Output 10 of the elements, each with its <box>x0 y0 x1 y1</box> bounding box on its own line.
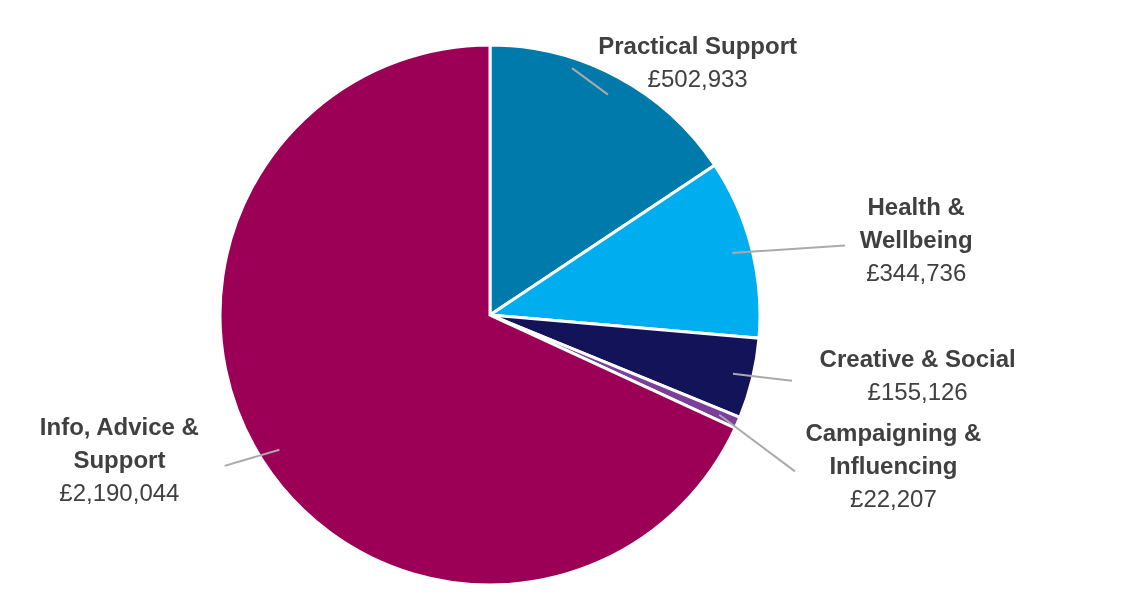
slice-label: Practical Support <box>598 32 797 60</box>
data-label: £2,190,044 <box>59 479 180 507</box>
data-label: £22,207 <box>850 484 937 512</box>
data-label: £344,736 <box>866 258 967 286</box>
slice-label: Info, Advice & Support <box>39 413 199 474</box>
data-label: £155,126 <box>867 377 968 405</box>
slice-label: Campaigning & Influencing <box>805 418 982 479</box>
slice-label: Health & Wellbeing <box>859 192 973 253</box>
data-label: £502,933 <box>647 65 748 93</box>
slice-label: Creative & Social <box>819 344 1016 372</box>
